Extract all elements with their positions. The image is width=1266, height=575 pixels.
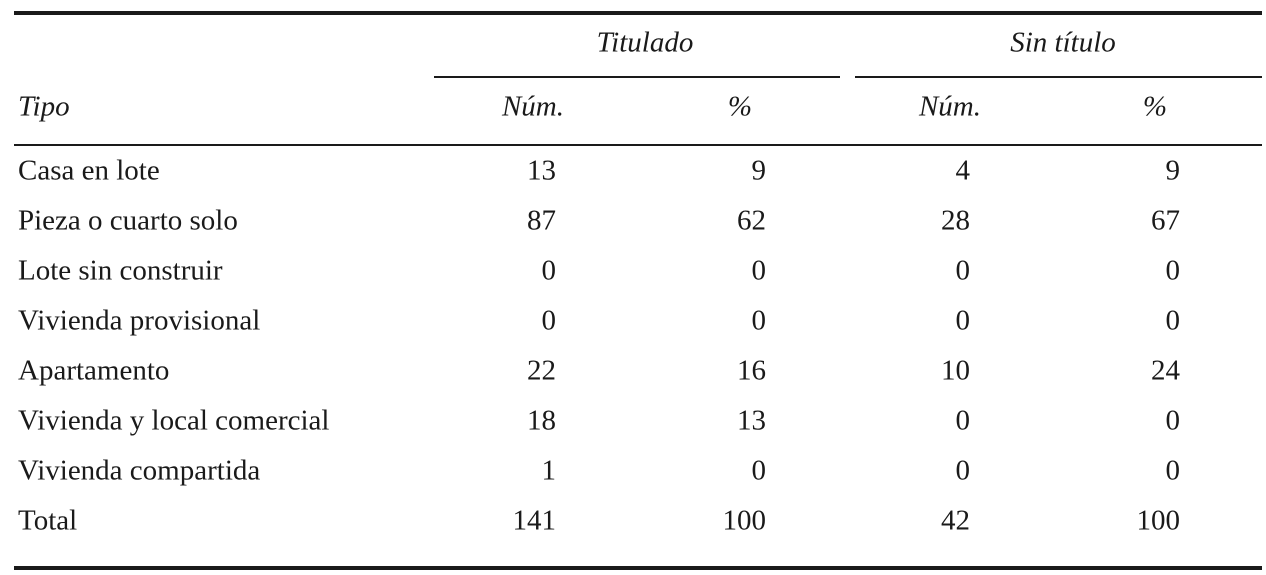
cell: 0 bbox=[956, 305, 971, 337]
cell: 9 bbox=[1166, 155, 1181, 187]
cell: 22 bbox=[527, 355, 556, 387]
row-label: Pieza o cuarto solo bbox=[18, 205, 238, 237]
cell: 9 bbox=[752, 155, 767, 187]
row-label: Vivienda compartida bbox=[18, 455, 260, 487]
column-header: % bbox=[1143, 91, 1167, 123]
cell: 0 bbox=[752, 305, 767, 337]
cell: 0 bbox=[752, 255, 767, 287]
cell: 0 bbox=[956, 455, 971, 487]
cell: 0 bbox=[1166, 405, 1181, 437]
row-label: Apartamento bbox=[18, 355, 169, 387]
group-header: Sin título bbox=[1010, 27, 1116, 59]
column-header: % bbox=[728, 91, 752, 123]
cell: 24 bbox=[1151, 355, 1181, 387]
cell: 141 bbox=[513, 505, 557, 537]
cell: 13 bbox=[737, 405, 766, 437]
row-label: Lote sin construir bbox=[18, 255, 223, 287]
cell: 16 bbox=[737, 355, 766, 387]
cell: 67 bbox=[1151, 205, 1180, 237]
cell: 1 bbox=[542, 455, 557, 487]
cell: 0 bbox=[752, 455, 767, 487]
row-label: Vivienda provisional bbox=[18, 305, 260, 337]
cell: 0 bbox=[542, 305, 557, 337]
cell: 62 bbox=[737, 205, 766, 237]
cell: 0 bbox=[1166, 255, 1181, 287]
cell: 100 bbox=[1137, 505, 1181, 537]
row-label: Casa en lote bbox=[18, 155, 160, 187]
cell: 100 bbox=[723, 505, 767, 537]
cell: 4 bbox=[956, 155, 971, 187]
cell: 42 bbox=[941, 505, 970, 537]
row-label: Vivienda y local comercial bbox=[18, 405, 329, 437]
cell: 0 bbox=[1166, 305, 1181, 337]
cell: 28 bbox=[941, 205, 970, 237]
cell: 10 bbox=[941, 355, 970, 387]
cell: 18 bbox=[527, 405, 556, 437]
column-header: Tipo bbox=[18, 91, 70, 123]
cell: 87 bbox=[527, 205, 556, 237]
cell: 0 bbox=[542, 255, 557, 287]
cell: 13 bbox=[527, 155, 556, 187]
row-label: Total bbox=[18, 505, 77, 537]
cell: 0 bbox=[956, 255, 971, 287]
group-header: Titulado bbox=[597, 27, 694, 59]
column-header: Núm. bbox=[918, 91, 981, 123]
column-header: Núm. bbox=[501, 91, 564, 123]
cell: 0 bbox=[1166, 455, 1181, 487]
cell: 0 bbox=[956, 405, 971, 437]
